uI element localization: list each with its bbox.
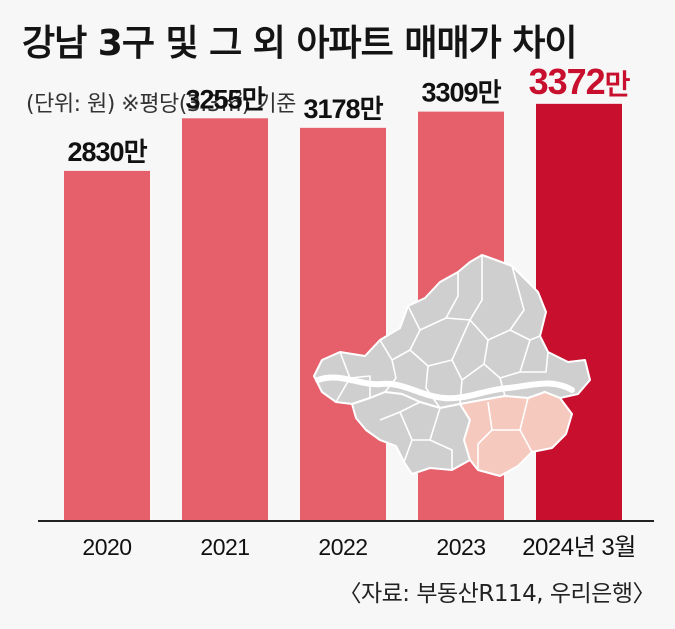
bar-2022: [300, 127, 386, 521]
x-tick-label-2024년 3월: 2024년 3월: [522, 534, 636, 561]
han-river: [315, 374, 575, 402]
chart-subtitle: (단위: 원) ※평당(3.3㎡) 기준: [26, 92, 296, 117]
x-tick-label-2022: 2022: [318, 534, 367, 560]
data-label-2021: 3255만: [186, 84, 266, 114]
source-note: 〈자료: 부동산R114, 우리은행〉: [338, 581, 655, 607]
data-labels-group: 2830만 3255만 3178만 3309만 3372만: [68, 61, 632, 167]
seoul-district-map-icon: [313, 254, 591, 477]
chart-title: 강남 3구 및 그 외 아파트 매매가 차이: [22, 23, 577, 64]
bar-2020: [64, 170, 150, 522]
x-tick-label-2020: 2020: [82, 534, 131, 560]
map-gangnam-3gu-region: [459, 391, 573, 477]
data-label-2023: 3309만: [422, 78, 502, 108]
x-tick-label-2021: 2021: [200, 534, 249, 560]
data-label-2024년 3월: 3372만: [529, 61, 631, 102]
data-label-2022: 3178만: [304, 94, 384, 124]
bar-2021: [182, 118, 268, 521]
x-tick-labels-group: 2020 2021 2022 2023 2024년 3월: [82, 534, 636, 561]
x-tick-label-2023: 2023: [436, 534, 485, 560]
data-label-2020: 2830만: [68, 137, 148, 167]
bar-2024년 3월: [536, 103, 622, 522]
